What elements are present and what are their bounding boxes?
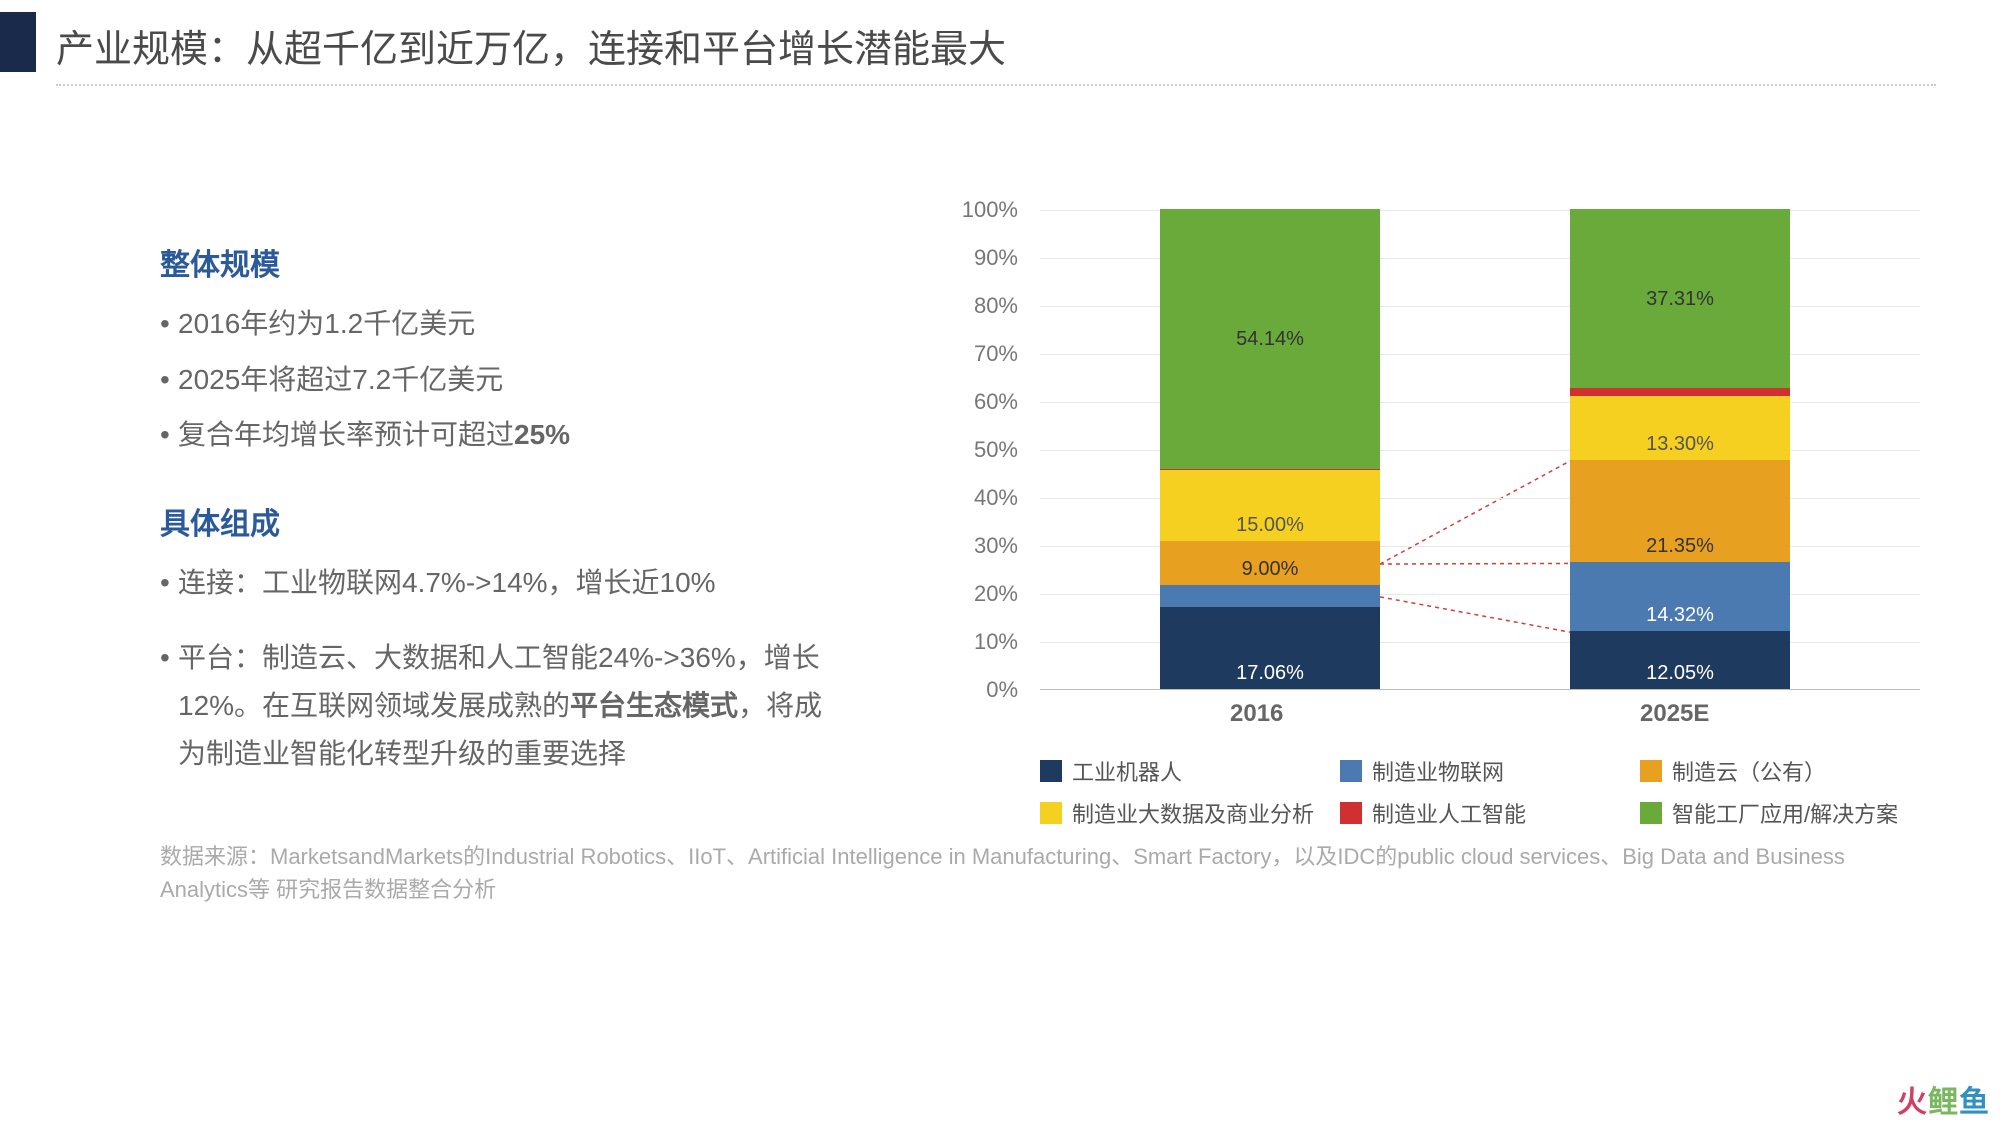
connector-line [1380, 461, 1570, 564]
legend-item-bigdata: 制造业大数据及商业分析 [1040, 797, 1340, 829]
legend-swatch [1640, 802, 1662, 824]
legend-item-robots: 工业机器人 [1040, 755, 1340, 787]
bullet-2: 2025年将超过7.2千亿美元 [160, 356, 840, 404]
legend-label: 制造业大数据及商业分析 [1072, 797, 1314, 829]
section-heading-2: 具体组成 [160, 499, 840, 543]
watermark: 火鲤鱼 [1897, 1077, 1990, 1121]
segment-label-smart: 37.31% [1570, 288, 1790, 311]
y-tick: 30% [974, 533, 1018, 559]
left-text-block: 整体规模 2016年约为1.2千亿美元 2025年将超过7.2千亿美元 复合年均… [160, 240, 840, 785]
segment-label-cloud: 9.00% [1160, 558, 1380, 581]
x-label-2016: 2016 [1230, 700, 1283, 728]
y-tick: 20% [974, 581, 1018, 607]
legend-label: 制造业人工智能 [1372, 797, 1526, 829]
connector-line [1380, 597, 1570, 632]
segment-label-bigdata: 15.00% [1160, 514, 1380, 537]
segment-label-smart: 54.14% [1160, 328, 1380, 351]
segment-label-robots: 17.06% [1160, 662, 1380, 685]
bullet-5: 平台：制造云、大数据和人工智能24%->36%，增长12%。在互联网领域发展成熟… [160, 634, 840, 777]
title-accent-bar [0, 12, 36, 72]
watermark-char-3: 鱼 [1959, 1086, 1990, 1119]
slide-title: 产业规模：从超千亿到近万亿，连接和平台增长潜能最大 [56, 18, 1006, 73]
watermark-char-2: 鲤 [1928, 1086, 1959, 1119]
y-tick: 90% [974, 245, 1018, 271]
y-tick: 50% [974, 437, 1018, 463]
segment-label-cloud: 21.35% [1570, 535, 1790, 558]
y-tick: 60% [974, 389, 1018, 415]
data-source-note: 数据来源：MarketsandMarkets的Industrial Roboti… [160, 840, 1910, 906]
legend-swatch [1340, 802, 1362, 824]
chart-legend: 工业机器人 制造业物联网 制造云（公有） 制造业大数据及商业分析 制造业人工智能 智能工厂… [1040, 755, 1960, 839]
x-label-2025E: 2025E [1640, 700, 1709, 728]
bullet-3-bold: 25% [514, 419, 570, 450]
bullet-1: 2016年约为1.2千亿美元 [160, 300, 840, 348]
segment-iiot [1160, 585, 1380, 607]
segment-label-iiot: 14.32% [1570, 604, 1790, 627]
legend-swatch [1640, 760, 1662, 782]
legend-label: 工业机器人 [1072, 755, 1182, 787]
connector-line [1380, 563, 1570, 564]
y-axis: 0%10%20%30%40%50%60%70%80%90%100% [930, 210, 1030, 690]
bullet-3: 复合年均增长率预计可超过25% [160, 411, 840, 459]
plot-area: 17.06%4.68%9.00%15.00%0.12%54.14%12.05%1… [1040, 210, 1920, 690]
legend-swatch [1340, 760, 1362, 782]
bar-2016: 17.06%4.68%9.00%15.00%0.12%54.14% [1160, 209, 1380, 689]
segment-label-robots: 12.05% [1570, 662, 1790, 685]
legend-swatch [1040, 802, 1062, 824]
stacked-bar-chart: 0%10%20%30%40%50%60%70%80%90%100% 17.06%… [930, 210, 1930, 790]
bullet-4: 连接：工业物联网4.7%->14%，增长近10% [160, 559, 840, 607]
watermark-char-1: 火 [1897, 1086, 1928, 1119]
bullet-5-bold: 平台生态模式 [570, 690, 738, 721]
legend-label: 制造云（公有） [1672, 755, 1826, 787]
y-tick: 80% [974, 293, 1018, 319]
legend-label: 智能工厂应用/解决方案 [1672, 797, 1898, 829]
legend-swatch [1040, 760, 1062, 782]
bullet-3-text: 复合年均增长率预计可超过 [178, 419, 514, 450]
section-heading-1: 整体规模 [160, 240, 840, 284]
title-underline [56, 84, 1936, 86]
y-tick: 0% [986, 677, 1018, 703]
y-tick: 40% [974, 485, 1018, 511]
y-tick: 70% [974, 341, 1018, 367]
legend-item-smart: 智能工厂应用/解决方案 [1640, 797, 1940, 829]
legend-item-ai: 制造业人工智能 [1340, 797, 1640, 829]
bar-2025E: 12.05%14.32%21.35%13.30%1.67%37.31% [1570, 209, 1790, 689]
y-tick: 100% [962, 197, 1018, 223]
y-tick: 10% [974, 629, 1018, 655]
legend-item-cloud: 制造云（公有） [1640, 755, 1940, 787]
legend-item-iiot: 制造业物联网 [1340, 755, 1640, 787]
legend-label: 制造业物联网 [1372, 755, 1504, 787]
segment-label-bigdata: 13.30% [1570, 433, 1790, 456]
